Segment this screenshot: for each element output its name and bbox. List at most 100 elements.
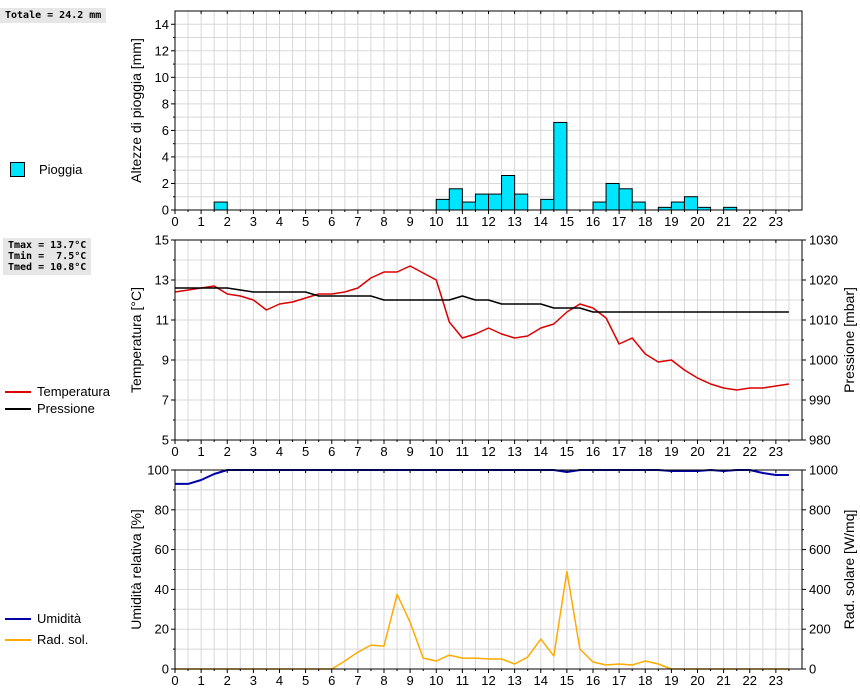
x-tick-label: 22 [743, 214, 757, 229]
x-tick-label: 11 [456, 214, 470, 229]
legend-pressure: Pressione [5, 401, 95, 416]
humidity-swatch [5, 617, 31, 620]
y2-tick-label: 800 [809, 502, 831, 517]
x-tick-label: 5 [302, 214, 309, 229]
x-tick-label: 22 [743, 673, 757, 688]
x-tick-label: 13 [507, 444, 521, 459]
x-tick-label: 16 [586, 444, 600, 459]
x-tick-label: 1 [198, 444, 205, 459]
x-tick-label: 3 [250, 444, 257, 459]
x-tick-label: 19 [664, 214, 678, 229]
y2-axis-label: Rad. solare [W/mq] [841, 510, 857, 630]
x-tick-label: 6 [328, 214, 335, 229]
x-tick-label: 14 [534, 214, 548, 229]
solar-radiation-line [175, 570, 789, 670]
x-tick-label: 1 [198, 673, 205, 688]
x-tick-label: 9 [407, 214, 414, 229]
pressure-swatch [5, 407, 31, 410]
y-tick-label: 14 [155, 17, 169, 32]
x-tick-label: 2 [224, 444, 231, 459]
y-axis-label: Altezze di pioggia [mm] [128, 38, 144, 183]
x-tick-label: 6 [328, 673, 335, 688]
x-tick-label: 20 [690, 673, 704, 688]
rain-bar [683, 196, 698, 211]
y2-axis-label: Pressione [mbar] [841, 287, 857, 393]
x-tick-label: 12 [481, 444, 495, 459]
x-tick-label: 17 [612, 444, 626, 459]
x-tick-label: 0 [171, 444, 178, 459]
legend-rain-label: Pioggia [39, 162, 83, 177]
x-tick-label: 12 [481, 673, 495, 688]
x-tick-label: 5 [302, 444, 309, 459]
x-tick-label: 11 [456, 444, 470, 459]
y-tick-label: 6 [162, 123, 169, 138]
x-tick-label: 14 [534, 444, 548, 459]
x-tick-label: 15 [560, 673, 574, 688]
temperature-swatch [5, 390, 31, 393]
rain-bar [553, 121, 568, 211]
legend-humidity-label: Umidità [37, 611, 82, 626]
legend-temperature-label: Temperatura [37, 384, 110, 399]
x-tick-label: 20 [690, 214, 704, 229]
x-tick-label: 23 [769, 444, 783, 459]
y2-tick-label: 0 [809, 662, 816, 677]
x-tick-label: 10 [429, 444, 443, 459]
legend-solar: Rad. sol. [5, 632, 88, 647]
y-tick-label: 0 [162, 662, 169, 677]
x-tick-label: 15 [560, 214, 574, 229]
x-tick-label: 21 [716, 444, 730, 459]
x-tick-label: 7 [354, 444, 361, 459]
solar-swatch [5, 638, 31, 641]
y-axis-label: Temperatura [°C] [128, 287, 144, 393]
y2-tick-label: 400 [809, 582, 831, 597]
x-tick-label: 16 [586, 214, 600, 229]
x-tick-label: 5 [302, 673, 309, 688]
rain-bar [618, 188, 633, 211]
x-tick-label: 8 [380, 444, 387, 459]
x-tick-label: 11 [456, 673, 470, 688]
x-tick-label: 6 [328, 444, 335, 459]
x-tick-label: 23 [769, 673, 783, 688]
x-tick-label: 20 [690, 444, 704, 459]
x-tick-label: 17 [612, 673, 626, 688]
x-tick-label: 17 [612, 214, 626, 229]
x-tick-label: 9 [407, 444, 414, 459]
x-tick-label: 10 [429, 214, 443, 229]
rain-bar [448, 188, 463, 211]
y-tick-label: 15 [155, 233, 169, 248]
x-tick-label: 1 [198, 214, 205, 229]
x-tick-label: 3 [250, 673, 257, 688]
rain-bar [501, 175, 516, 211]
rain-swatch [10, 162, 25, 177]
rain-bar [631, 201, 646, 211]
x-tick-label: 15 [560, 444, 574, 459]
rain-bar [514, 193, 529, 211]
x-tick-label: 10 [429, 673, 443, 688]
y-tick-label: 0 [162, 203, 169, 218]
x-tick-label: 2 [224, 673, 231, 688]
rain-bar [474, 193, 489, 211]
rain-bar [435, 198, 450, 211]
rain-total-box: Totale = 24.2 mm [0, 8, 107, 23]
x-tick-label: 4 [276, 214, 283, 229]
y2-tick-label: 1010 [809, 313, 838, 328]
y-tick-label: 20 [155, 622, 169, 637]
rain-bar [540, 198, 555, 211]
x-tick-label: 18 [638, 214, 652, 229]
y-tick-label: 7 [162, 393, 169, 408]
rain-bar [605, 182, 620, 211]
y2-tick-label: 990 [809, 393, 831, 408]
rain-bar [670, 201, 685, 211]
x-tick-label: 21 [716, 673, 730, 688]
y-tick-label: 4 [162, 149, 169, 164]
legend-rain: Pioggia [10, 162, 82, 177]
temperature-line [174, 265, 790, 391]
temperature-stats-box: Tmax = 13.7°C Tmin = 7.5°C Tmed = 10.8°C [3, 238, 92, 275]
y-tick-label: 5 [162, 433, 169, 448]
x-tick-label: 4 [276, 673, 283, 688]
x-tick-label: 2 [224, 214, 231, 229]
legend-solar-label: Rad. sol. [37, 632, 89, 647]
x-tick-label: 12 [481, 214, 495, 229]
x-tick-label: 21 [716, 214, 730, 229]
y-tick-label: 11 [156, 313, 170, 328]
